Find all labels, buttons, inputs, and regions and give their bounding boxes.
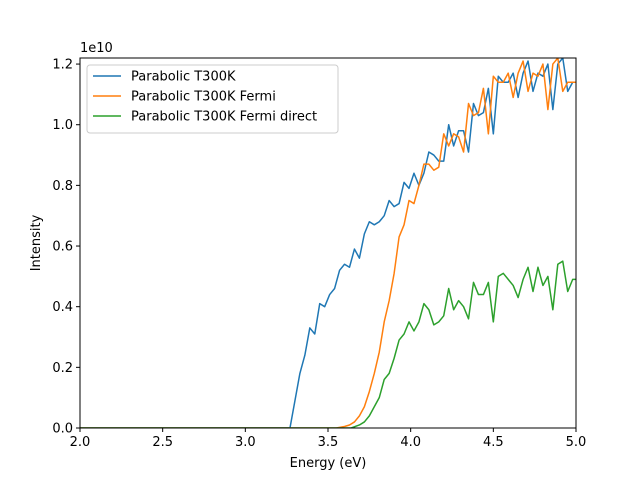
- legend-label: Parabolic T300K Fermi direct: [131, 110, 317, 125]
- y-tick-label: 0.0: [52, 422, 73, 437]
- series-line-3: [80, 260, 576, 428]
- y-offset-text: 1e10: [80, 41, 113, 56]
- y-axis: 0.0 0.2 0.4 0.6 0.8 1.0 1.2: [52, 58, 80, 437]
- x-tick-label: 3.5: [318, 435, 339, 450]
- y-tick-label: 1.2: [52, 58, 73, 73]
- y-tick-label: 0.6: [52, 240, 73, 255]
- plot-lines: [80, 58, 576, 428]
- x-tick-label: 4.0: [400, 435, 421, 450]
- series-line-2: [80, 58, 576, 428]
- legend: Parabolic T300K Parabolic T300K Fermi Para…: [86, 64, 339, 134]
- series-line-1: [80, 58, 576, 428]
- y-tick-label: 0.2: [52, 361, 73, 376]
- x-axis-label: Energy (eV): [290, 456, 367, 471]
- x-tick-label: 4.5: [483, 435, 504, 450]
- y-tick-label: 1.0: [52, 118, 73, 133]
- x-axis: 2.0 2.5 3.0 3.5 4.0 4.5 5.0: [70, 428, 587, 450]
- y-tick-label: 0.4: [52, 300, 73, 315]
- y-tick-label: 0.8: [52, 179, 73, 194]
- y-axis-label: Intensity: [29, 214, 44, 271]
- x-tick-label: 5.0: [566, 435, 587, 450]
- legend-label: Parabolic T300K: [131, 70, 236, 85]
- x-tick-label: 2.0: [70, 435, 91, 450]
- legend-box: [86, 64, 339, 134]
- x-tick-label: 2.5: [152, 435, 173, 450]
- x-tick-label: 3.0: [235, 435, 256, 450]
- legend-label: Parabolic T300K Fermi: [131, 90, 276, 105]
